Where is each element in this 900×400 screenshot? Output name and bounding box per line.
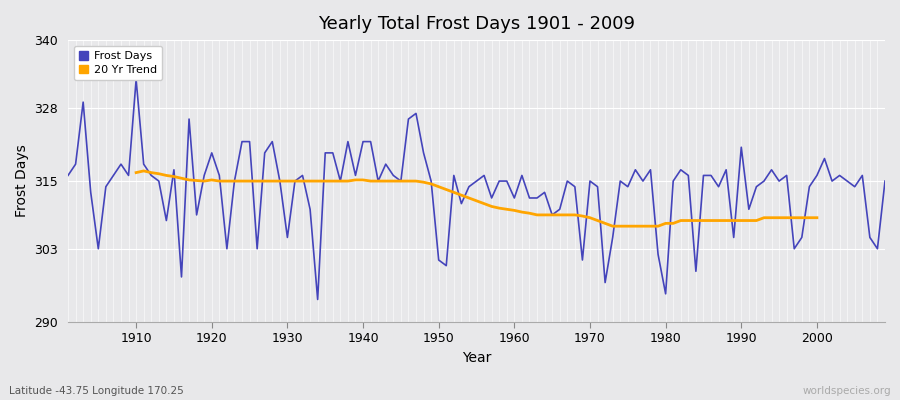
Frost Days (123, 173, 134, 178)
Frost Days (312, 297, 323, 302)
20 Yr Trend (812, 215, 823, 220)
20 Yr Trend (532, 212, 543, 217)
Y-axis label: Frost Days: Frost Days (15, 145, 29, 218)
Text: worldspecies.org: worldspecies.org (803, 386, 891, 396)
20 Yr Trend (297, 179, 308, 184)
Frost Days (615, 179, 626, 184)
Title: Yearly Total Frost Days 1901 - 2009: Yearly Total Frost Days 1901 - 2009 (318, 15, 635, 33)
Frost Days (350, 173, 361, 178)
20 Yr Trend (721, 218, 732, 223)
Text: Latitude -43.75 Longitude 170.25: Latitude -43.75 Longitude 170.25 (9, 386, 184, 396)
20 Yr Trend (312, 179, 323, 184)
Frost Days (63, 173, 74, 178)
20 Yr Trend (608, 224, 618, 228)
Line: Frost Days: Frost Days (68, 80, 885, 300)
20 Yr Trend (221, 179, 232, 184)
20 Yr Trend (139, 168, 149, 173)
Frost Days (130, 77, 141, 82)
Legend: Frost Days, 20 Yr Trend: Frost Days, 20 Yr Trend (74, 46, 162, 80)
20 Yr Trend (804, 215, 814, 220)
X-axis label: Year: Year (462, 351, 491, 365)
Frost Days (879, 179, 890, 184)
Frost Days (524, 196, 535, 200)
20 Yr Trend (130, 170, 141, 175)
Frost Days (517, 173, 527, 178)
Line: 20 Yr Trend: 20 Yr Trend (136, 171, 817, 226)
Frost Days (297, 173, 308, 178)
